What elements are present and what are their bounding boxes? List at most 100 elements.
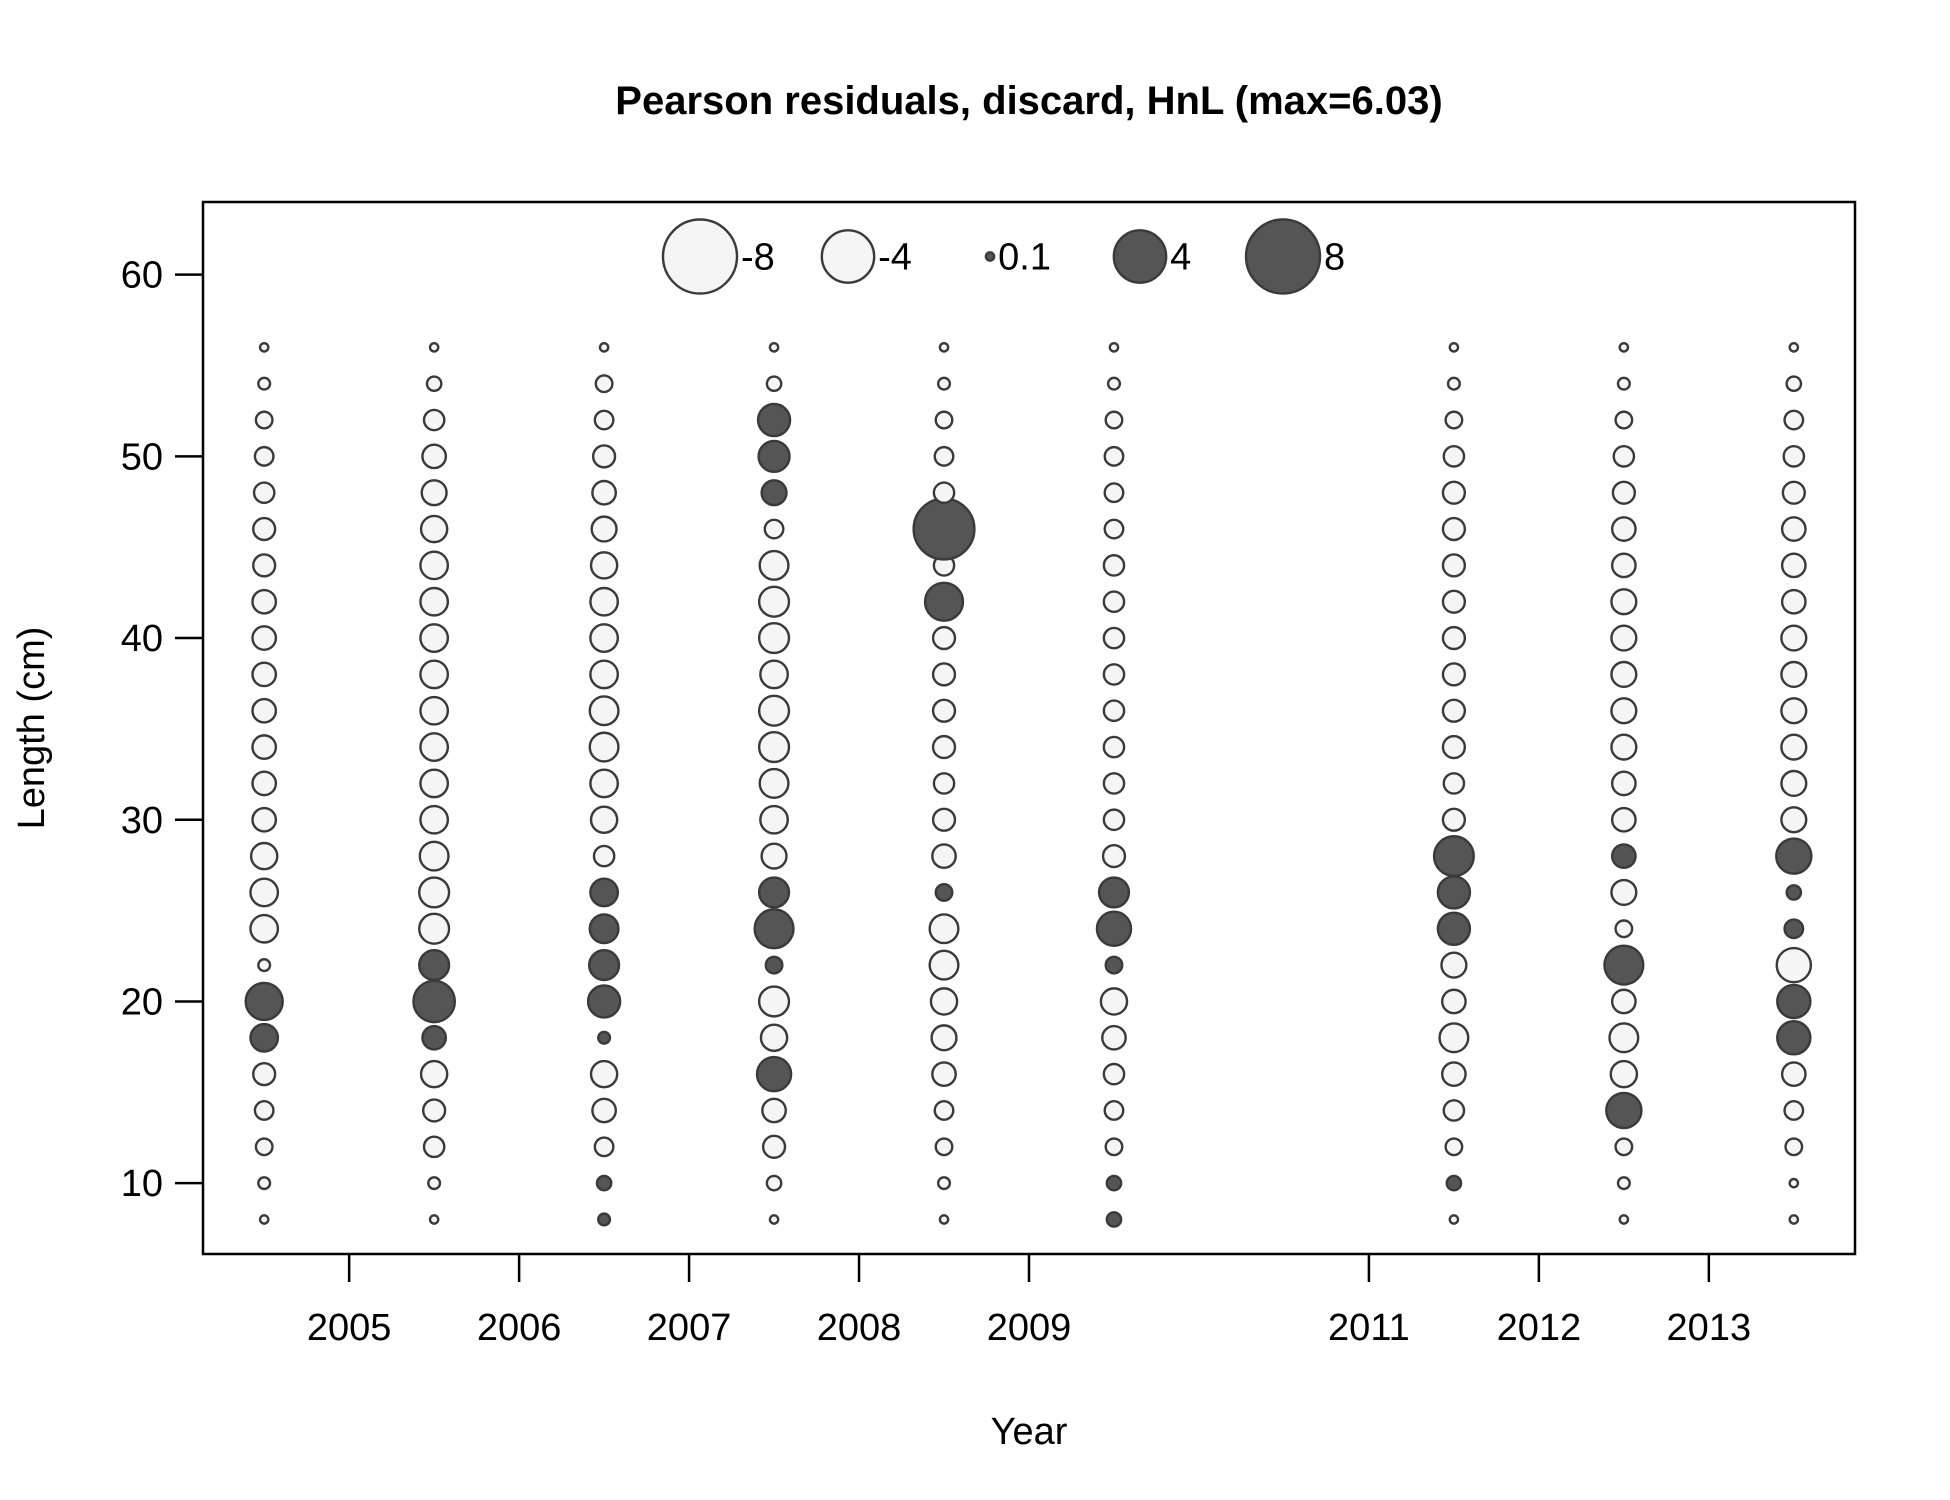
y-tick-label: 20 <box>121 981 163 1023</box>
bubble-point <box>589 877 620 908</box>
bubble-point <box>257 1176 272 1191</box>
bubble-point <box>1106 376 1122 391</box>
bubble-point <box>938 342 950 353</box>
bubble-point <box>756 402 792 438</box>
bubble-point <box>252 516 277 542</box>
bubble-point <box>768 1214 780 1225</box>
bubble-point <box>421 1024 448 1051</box>
bubble-point <box>1104 1137 1124 1157</box>
bubble-point <box>251 770 278 797</box>
bubble-point <box>249 1022 280 1053</box>
legend-bubble <box>984 251 996 262</box>
y-tick-label: 10 <box>121 1163 163 1205</box>
bubble-point <box>1610 806 1637 833</box>
bubble-point <box>1444 1137 1464 1157</box>
bubble-point <box>593 1136 615 1158</box>
bubble-point <box>249 913 280 944</box>
y-tick-label: 30 <box>121 800 163 842</box>
bubble-point <box>254 1137 274 1157</box>
bubble-point <box>1610 516 1637 542</box>
bubble-point <box>759 1023 789 1053</box>
bubble-point <box>419 804 450 835</box>
bubble-point <box>588 695 620 727</box>
bubble-point <box>589 623 620 653</box>
bubble-point <box>1610 697 1638 725</box>
bubble-point <box>589 805 619 835</box>
bubble-point <box>928 949 960 981</box>
bubble-point <box>418 912 451 945</box>
bubble-point <box>1780 552 1807 579</box>
bubble-point <box>1610 660 1638 689</box>
bubble-point <box>1448 1214 1460 1225</box>
bubble-point <box>1446 376 1461 391</box>
bubble-point <box>419 768 450 799</box>
bubble-point <box>249 877 280 908</box>
bubble-point <box>1788 342 1800 353</box>
bubble-point <box>936 1176 952 1191</box>
bubble-point <box>1095 910 1133 948</box>
bubble-point <box>251 734 278 760</box>
bubble-point <box>1610 733 1638 761</box>
bubble-point <box>1780 733 1808 761</box>
bubble-point <box>1441 625 1467 651</box>
bubble-point <box>1441 589 1467 614</box>
bubble-point <box>1610 843 1637 869</box>
bubble-point <box>598 342 610 353</box>
bubble-point <box>1614 919 1634 939</box>
x-tick-label: 2008 <box>817 1307 902 1349</box>
bubble-point <box>421 443 448 470</box>
legend-label: 8 <box>1324 237 1345 279</box>
bubble-point <box>1436 911 1472 946</box>
bubble-point <box>1102 554 1126 577</box>
bubble-point <box>251 697 278 724</box>
bubble-point <box>418 948 451 982</box>
bubble-point <box>931 734 957 760</box>
bubble-point <box>1445 1174 1463 1192</box>
bubble-point <box>421 1098 447 1123</box>
bubble-point <box>931 625 957 651</box>
bubble-point <box>1782 445 1806 468</box>
bubble-point <box>1610 552 1637 579</box>
bubble-point <box>1441 553 1467 578</box>
bubble-point <box>1780 1061 1807 1088</box>
bubble-point <box>757 730 791 764</box>
bubble-point <box>757 621 791 655</box>
bubble-point <box>1104 955 1124 975</box>
bubble-point <box>257 958 272 973</box>
bubble-point <box>912 497 976 561</box>
bubble-point <box>938 1214 950 1225</box>
bubble-point <box>428 1214 440 1225</box>
bubble-point <box>923 581 965 622</box>
bubble-point <box>936 376 952 391</box>
bubble-point <box>1609 1059 1639 1089</box>
y-axis-label: Length (cm) <box>11 627 53 830</box>
bubble-point <box>419 550 450 581</box>
bubble-point <box>931 662 957 687</box>
bubble-point <box>244 981 284 1022</box>
bubble-point <box>419 732 450 762</box>
bubble-point <box>419 1059 449 1089</box>
bubble-point <box>419 659 450 690</box>
bubble-point <box>1103 482 1125 504</box>
x-tick-label: 2007 <box>647 1307 732 1349</box>
bubble-point <box>931 698 957 723</box>
bubble-point <box>1780 660 1808 689</box>
bubble-point <box>1108 342 1120 353</box>
bubble-point <box>418 840 450 872</box>
bubble-point <box>589 659 620 690</box>
legend-label: -4 <box>878 237 912 279</box>
bubble-point <box>251 625 278 651</box>
bubble-point <box>1612 445 1636 468</box>
bubble-point <box>1102 699 1126 723</box>
bubble-point <box>1780 697 1808 725</box>
bubble-point <box>249 841 279 871</box>
bubble-point <box>597 1212 612 1227</box>
bubble-point <box>1780 516 1807 542</box>
bubble-point <box>759 659 789 690</box>
bubble-point <box>589 1059 619 1089</box>
bubble-point <box>757 585 791 618</box>
bubble-point <box>588 731 620 763</box>
bubble-point <box>252 553 277 578</box>
bubble-point <box>589 551 619 580</box>
